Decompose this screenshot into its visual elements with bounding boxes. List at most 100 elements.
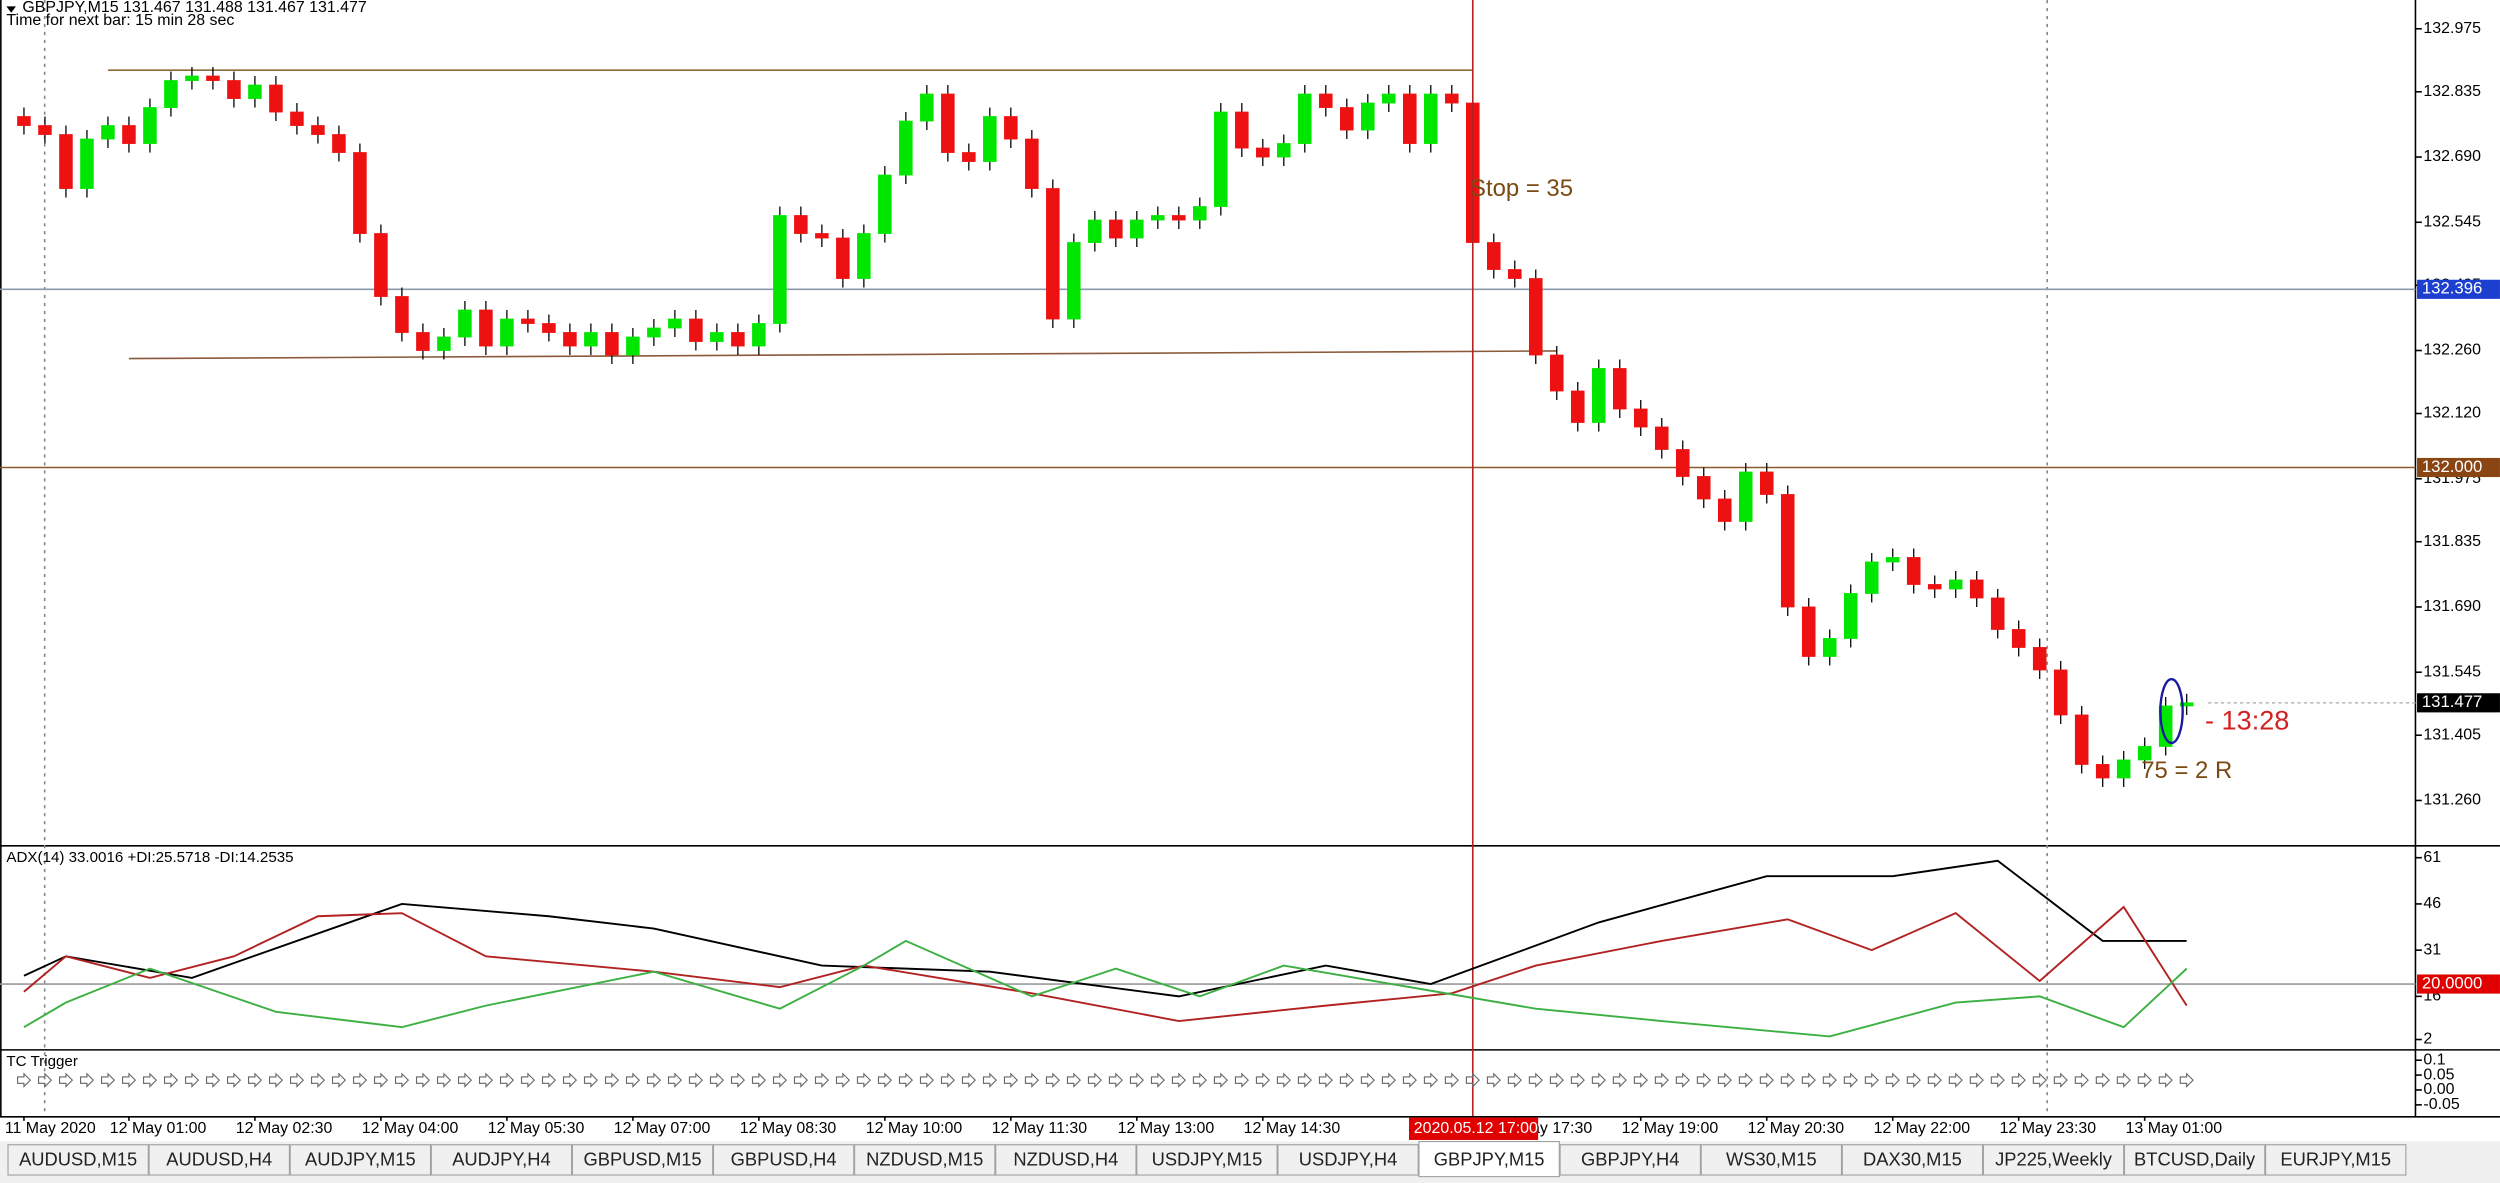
tab[interactable]: GBPJPY,H4 <box>1559 1144 1701 1176</box>
trigger-arrow <box>1402 1072 1417 1088</box>
tab-label[interactable]: GBPJPY,M15 <box>1434 1149 1545 1170</box>
tab-bg[interactable] <box>571 1144 714 1176</box>
trigger-arrow <box>2095 1072 2110 1088</box>
tab-bg[interactable] <box>854 1144 996 1176</box>
tab-label[interactable]: JP225,Weekly <box>1995 1149 2113 1170</box>
tab-label[interactable]: GBPUSD,M15 <box>583 1149 701 1170</box>
candle-body <box>1885 557 1900 563</box>
indicator-line <box>23 859 2187 998</box>
tab[interactable]: BTCUSD,Daily <box>2123 1144 2266 1176</box>
x-tick-label: 12 May 10:00 <box>866 1120 963 1137</box>
tab-label[interactable]: USDJPY,H4 <box>1299 1149 1397 1170</box>
tab-label[interactable]: BTCUSD,Daily <box>2134 1149 2256 1170</box>
tab-bg[interactable] <box>1277 1144 1419 1176</box>
tab-label[interactable]: AUDUSD,M15 <box>19 1149 137 1170</box>
tab[interactable]: GBPJPY,M15 <box>1418 1140 1560 1178</box>
tab-bg[interactable] <box>148 1144 290 1176</box>
tab[interactable]: EURJPY,M15 <box>2265 1144 2407 1176</box>
tab[interactable]: USDJPY,H4 <box>1277 1144 1419 1176</box>
price-label-box <box>2417 279 2500 299</box>
tab[interactable]: NZDUSD,M15 <box>854 1144 996 1176</box>
trigger-arrow <box>1255 1072 1270 1088</box>
candle-body <box>668 318 682 329</box>
trigger-arrow <box>1885 1072 1900 1088</box>
tab-label[interactable]: EURJPY,M15 <box>2280 1149 2391 1170</box>
candle-body <box>479 309 493 347</box>
tab[interactable]: JP225,Weekly <box>1982 1144 2125 1176</box>
tab-bg[interactable] <box>995 1144 1137 1176</box>
candle-body <box>311 125 325 135</box>
tab-label[interactable]: AUDUSD,H4 <box>166 1149 272 1170</box>
tab-bg[interactable] <box>1982 1144 2125 1176</box>
candle-body <box>1382 93 1396 104</box>
y-tick-label: 131.690 <box>2423 598 2481 615</box>
tab-bg[interactable] <box>712 1144 855 1176</box>
trigger-arrow <box>1528 1072 1543 1088</box>
candle-body <box>122 125 136 144</box>
candle-body <box>1948 579 1963 590</box>
x-tick-label: 12 May 22:00 <box>1874 1120 1971 1137</box>
tab-bg[interactable] <box>430 1144 573 1176</box>
trigger-arrow <box>1276 1072 1291 1088</box>
tab-bg[interactable] <box>289 1144 432 1176</box>
tab-label[interactable]: NZDUSD,H4 <box>1013 1149 1118 1170</box>
tab-bg[interactable] <box>1841 1144 1984 1176</box>
tab[interactable]: USDJPY,M15 <box>1136 1144 1278 1176</box>
adx-title: ADX(14) 33.0016 +DI:25.5718 -DI:14.2535 <box>6 849 293 866</box>
y-tick-label: 132.120 <box>2423 405 2481 422</box>
tab-bg[interactable] <box>7 1144 149 1176</box>
trigger-arrow <box>1864 1072 1879 1088</box>
tab[interactable]: AUDJPY,H4 <box>430 1144 573 1176</box>
trigger-arrow <box>1654 1072 1669 1088</box>
trigger-arrow <box>1003 1072 1018 1088</box>
y-tick-label: -0.05 <box>2423 1096 2459 1113</box>
trigger-arrow <box>1948 1072 1963 1088</box>
x-tick-label: 12 May 11:30 <box>992 1120 1088 1137</box>
plot-layer: 131.477 11 May 2020 12 May 01:00 12 May 02:… <box>0 0 2500 1140</box>
candle-body <box>899 120 913 176</box>
trigger-arrow <box>856 1072 872 1088</box>
y-tick-label: 132.835 <box>2423 83 2481 100</box>
tab-bg[interactable] <box>1700 1144 1843 1176</box>
candle-body <box>1130 219 1144 239</box>
tab[interactable]: GBPUSD,M15 <box>571 1144 714 1176</box>
tab-bg[interactable] <box>2265 1144 2407 1176</box>
tab[interactable]: NZDUSD,H4 <box>995 1144 1137 1176</box>
candle-body <box>1570 390 1585 423</box>
tab-bg[interactable] <box>1418 1140 1560 1178</box>
tab-label[interactable]: USDJPY,M15 <box>1152 1149 1263 1170</box>
y-tick-label: 132.545 <box>2423 213 2481 230</box>
trigger-arrow <box>289 1072 305 1088</box>
trigger-arrow <box>625 1072 641 1088</box>
chart-subtitle: Time for next bar: 15 min 28 sec <box>6 12 234 29</box>
tab-label[interactable]: WS30,M15 <box>1726 1149 1817 1170</box>
tab[interactable]: AUDJPY,M15 <box>289 1144 432 1176</box>
tab[interactable]: DAX30,M15 <box>1841 1144 1984 1176</box>
tab-label[interactable]: AUDJPY,H4 <box>452 1149 550 1170</box>
chart-title: GBPJPY,M15 131.467 131.488 131.467 131.4… <box>22 0 367 16</box>
tab[interactable]: GBPUSD,H4 <box>712 1144 855 1176</box>
tab[interactable]: AUDUSD,M15 <box>7 1144 149 1176</box>
price-label: 132.000 <box>2422 457 2483 476</box>
trigger-arrow <box>499 1072 515 1088</box>
trigger-arrow <box>2011 1072 2026 1088</box>
candle-body <box>269 84 283 113</box>
y-tick-label: 131.545 <box>2423 663 2481 680</box>
candle-body <box>17 116 31 126</box>
tab-label[interactable]: AUDJPY,M15 <box>305 1149 416 1170</box>
tab[interactable]: WS30,M15 <box>1700 1144 1843 1176</box>
tab[interactable]: AUDUSD,H4 <box>148 1144 290 1176</box>
indicator-line <box>23 905 2188 1022</box>
tab-label[interactable]: DAX30,M15 <box>1863 1149 1962 1170</box>
trigger-arrow <box>1738 1072 1753 1088</box>
candle-body <box>689 318 703 342</box>
tab-bg[interactable] <box>1559 1144 1701 1176</box>
tab-label[interactable]: NZDUSD,M15 <box>866 1149 983 1170</box>
tab-label[interactable]: GBPUSD,H4 <box>731 1149 837 1170</box>
tab-label[interactable]: GBPJPY,H4 <box>1581 1149 1679 1170</box>
trigger-arrow <box>101 1072 116 1088</box>
tab-bg[interactable] <box>1136 1144 1278 1176</box>
candle-body <box>857 233 871 279</box>
trigger-arrow <box>1759 1072 1774 1088</box>
tab-bg[interactable] <box>2123 1144 2266 1176</box>
